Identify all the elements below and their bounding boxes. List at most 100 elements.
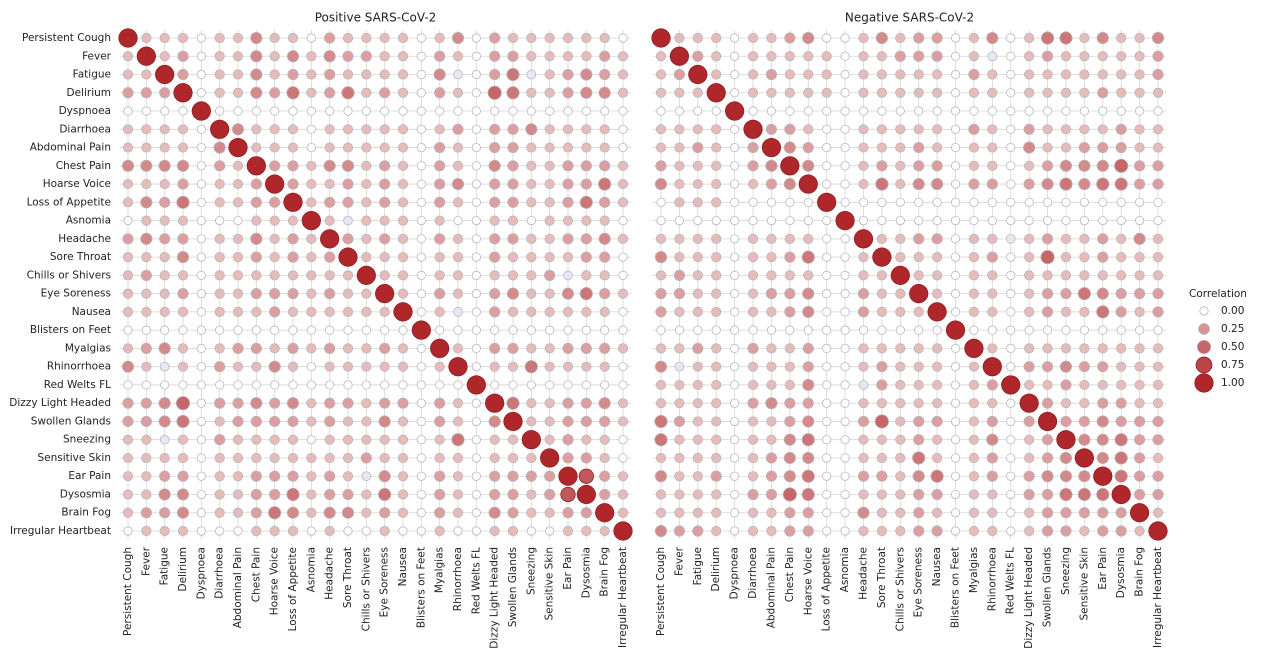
correlation-dot: [251, 142, 262, 153]
correlation-dot: [655, 489, 667, 500]
correlation-dot: [1006, 508, 1016, 518]
correlation-dot: [913, 343, 924, 354]
correlation-dot: [1116, 233, 1127, 244]
correlation-dot: [526, 142, 537, 153]
correlation-dot: [122, 507, 134, 518]
correlation-dot: [489, 233, 501, 245]
correlation-dot: [122, 124, 134, 135]
correlation-dot: [766, 306, 777, 317]
correlation-dot: [840, 343, 850, 354]
legend-title: Correlation: [1189, 288, 1247, 300]
correlation-dot: [599, 124, 610, 135]
correlation-dot: [361, 325, 371, 335]
correlation-dot: [747, 69, 759, 80]
correlation-dot: [674, 87, 685, 98]
correlation-dot: [1024, 306, 1035, 317]
correlation-dot: [286, 50, 300, 63]
correlation-dot: [1042, 142, 1053, 153]
legend-dot: [1196, 339, 1212, 355]
correlation-dot: [232, 270, 244, 281]
correlation-dot: [1060, 343, 1072, 354]
correlation-dot: [765, 470, 778, 482]
correlation-dot: [269, 215, 280, 226]
correlation-dot: [306, 160, 317, 171]
correlation-dot: [692, 197, 703, 208]
correlation-dot: [232, 434, 244, 445]
correlation-dot: [140, 342, 152, 355]
correlation-dot: [508, 106, 518, 116]
correlation-dot: [711, 124, 722, 135]
column-label: Chills or Shivers: [894, 547, 906, 631]
correlation-dot: [176, 414, 190, 429]
correlation-dot: [969, 197, 979, 207]
correlation-dot: [507, 434, 519, 445]
correlation-dot: [857, 415, 870, 428]
correlation-dot: [618, 453, 628, 463]
column-label: Persistent Cough: [122, 547, 134, 636]
correlation-dot: [485, 393, 505, 413]
correlation-dot: [471, 526, 481, 536]
correlation-dot: [1042, 325, 1053, 335]
correlation-dot: [434, 415, 446, 428]
correlation-dot: [506, 67, 520, 82]
correlation-dot: [1133, 434, 1146, 446]
correlation-dot: [196, 453, 206, 463]
correlation-dot: [598, 397, 611, 410]
row-label: Irregular Heartbeat: [10, 525, 111, 537]
correlation-dot: [155, 64, 175, 85]
correlation-dot: [950, 362, 961, 372]
correlation-dot: [232, 489, 244, 500]
correlation-dot: [874, 414, 889, 429]
correlation-dot: [361, 343, 372, 354]
correlation-dot: [506, 86, 520, 100]
correlation-dot: [1116, 87, 1127, 98]
correlation-dot: [1114, 433, 1128, 447]
legend-label: 0.50: [1221, 341, 1244, 353]
correlation-dot: [397, 270, 409, 281]
correlation-dot: [766, 51, 777, 62]
correlation-dot: [1152, 87, 1164, 98]
correlation-dot: [562, 178, 574, 190]
correlation-dot: [250, 488, 262, 501]
correlation-dot: [452, 489, 464, 500]
correlation-dot: [801, 250, 815, 264]
correlation-dot: [877, 215, 887, 226]
correlation-dot: [802, 287, 815, 300]
correlation-dot: [526, 507, 537, 518]
correlation-dot: [655, 452, 667, 464]
correlation-dot: [617, 233, 629, 244]
correlation-dot: [141, 325, 151, 335]
correlation-dot: [1152, 252, 1164, 263]
column-label: Eye Soreness: [379, 547, 391, 617]
correlation-dot: [544, 215, 555, 226]
correlation-dot: [232, 342, 244, 355]
correlation-dot: [803, 106, 813, 116]
correlation-dot: [1134, 398, 1145, 409]
correlation-dot: [214, 51, 225, 62]
correlation-dot: [160, 106, 170, 116]
correlation-dot: [251, 106, 261, 116]
column-label: Fatigue: [692, 547, 704, 585]
row-label: Asnomia: [66, 215, 111, 227]
correlation-dot: [215, 325, 225, 335]
correlation-dot: [562, 415, 574, 428]
correlation-dot: [1024, 288, 1035, 299]
correlation-dot: [655, 142, 667, 153]
correlation-dot: [895, 325, 905, 335]
column-label: Nausea: [397, 547, 409, 586]
column-label: Abdominal Pain: [765, 547, 777, 628]
correlation-dot: [600, 380, 610, 390]
correlation-dot: [1060, 507, 1072, 519]
correlation-dot: [730, 69, 740, 80]
correlation-dot: [1061, 197, 1071, 207]
correlation-dot: [599, 288, 611, 300]
correlation-dot: [416, 489, 426, 500]
correlation-dot: [1023, 488, 1035, 501]
correlation-dot: [525, 470, 537, 482]
correlation-dot: [785, 325, 795, 335]
correlation-dot: [1133, 178, 1146, 190]
correlation-dot: [784, 233, 795, 244]
correlation-dot: [342, 416, 354, 427]
column-label: Diarrhoea: [747, 547, 759, 599]
correlation-dot: [287, 342, 299, 355]
